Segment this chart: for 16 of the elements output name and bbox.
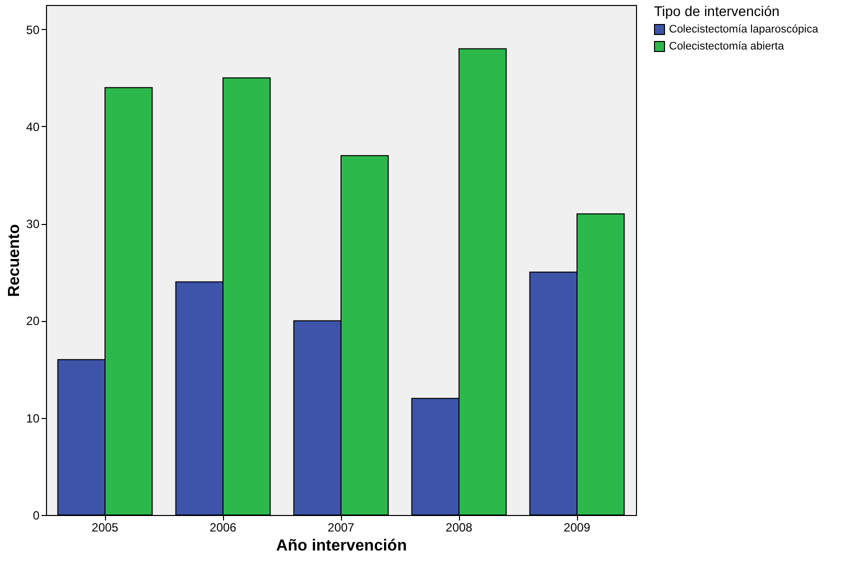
x-tick-label: 2005 bbox=[92, 520, 119, 534]
y-tick-label: 30 bbox=[26, 217, 40, 232]
x-tick-label: 2008 bbox=[446, 520, 473, 534]
x-tick-label: 2006 bbox=[210, 520, 237, 534]
y-tick-label: 40 bbox=[26, 120, 40, 134]
y-axis-title: Recuento bbox=[6, 224, 24, 297]
legend-label: Colecistectomía abierta bbox=[669, 40, 785, 52]
x-tick-label: 2009 bbox=[564, 520, 591, 534]
y-tick-label: 10 bbox=[26, 411, 40, 426]
x-tick-label: 2007 bbox=[328, 520, 355, 534]
x-axis-title: Año intervención bbox=[276, 538, 407, 554]
legend-label: Colecistectomía laparoscópica bbox=[669, 24, 820, 36]
y-tick-label: 20 bbox=[26, 314, 40, 328]
y-tick-label: 50 bbox=[26, 22, 40, 37]
legend-title: Tipo de intervención bbox=[654, 3, 780, 19]
y-tick-label: 0 bbox=[32, 508, 40, 522]
